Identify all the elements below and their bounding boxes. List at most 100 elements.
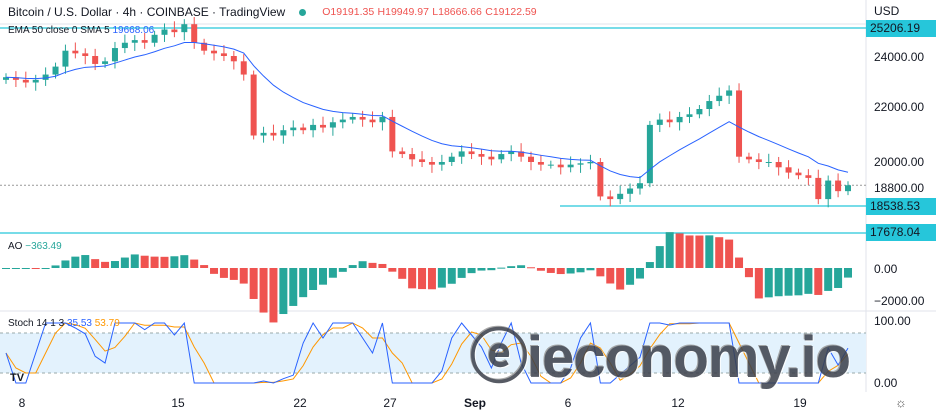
candle-body — [310, 124, 317, 131]
ao-bar — [21, 268, 30, 269]
ao-bar — [556, 268, 565, 275]
ao-bar — [715, 237, 724, 268]
candle-body — [528, 156, 535, 162]
ao-bar — [527, 267, 536, 269]
candle-body — [458, 151, 465, 157]
candle-body — [319, 124, 326, 128]
ohlc-close: C19122.59 — [485, 6, 537, 18]
candle-body — [607, 196, 614, 200]
ohlc-low: L18666.66 — [432, 6, 482, 18]
candle-body — [557, 164, 564, 168]
ao-bar — [735, 257, 744, 268]
ao-bar — [645, 262, 654, 268]
ao-bar — [844, 268, 852, 278]
ao-bar — [546, 268, 555, 273]
ao-bar — [120, 257, 129, 268]
ohlc-open: O19191.35 — [322, 6, 375, 18]
ao-bar — [695, 235, 704, 268]
candle-body — [478, 154, 485, 157]
candle-body — [518, 151, 525, 157]
ao-bar — [774, 268, 783, 297]
ao-bar — [576, 268, 585, 273]
currency-selector[interactable]: USD — [874, 4, 900, 18]
stoch-legend[interactable]: Stoch 14 1 3 35.53 53.79 — [8, 318, 120, 329]
ao-bar — [229, 268, 238, 280]
candle-body — [775, 162, 782, 168]
candle-body — [597, 162, 604, 197]
ema-line — [5, 41, 849, 179]
candle-body — [42, 74, 49, 80]
x-tick: 19 — [793, 396, 807, 410]
stoch-name: Stoch 14 1 3 — [8, 318, 65, 329]
ao-value: −363.49 — [25, 241, 62, 252]
candle-body — [82, 53, 89, 56]
candle-body — [201, 42, 208, 51]
candle-body — [280, 130, 287, 136]
candle-body — [220, 53, 227, 56]
candle-body — [141, 40, 148, 43]
settings-gear-icon[interactable]: ☼ — [895, 395, 907, 410]
candle-body — [181, 24, 188, 33]
ao-bar — [606, 268, 615, 284]
ema-value: 19668.06 — [112, 25, 155, 36]
ao-bar — [794, 268, 803, 296]
candle-body — [547, 164, 554, 166]
candle-body — [438, 162, 445, 165]
price-tag-high: 25206.19 — [866, 20, 936, 37]
candle-body — [290, 127, 297, 131]
ao-bar — [378, 263, 387, 268]
candle-body — [508, 151, 515, 155]
candle-body — [785, 167, 792, 173]
candle-body — [636, 183, 643, 189]
candle-body — [736, 90, 743, 157]
chart-header: Bitcoin / U.S. Dollar · 4h · COINBASE · … — [0, 0, 866, 24]
candle-body — [72, 50, 79, 54]
candle-body — [191, 24, 198, 43]
ema-legend[interactable]: EMA 50 close 0 SMA 5 19668.06 — [8, 25, 154, 36]
candle-body — [12, 77, 19, 80]
candle-body — [3, 77, 9, 80]
candle-body — [795, 172, 802, 176]
candle-body — [349, 116, 356, 120]
ao-bar — [834, 268, 843, 288]
ao-bar — [91, 259, 100, 268]
candle-body — [498, 154, 505, 160]
candle-body — [825, 180, 832, 200]
ao-bar — [685, 235, 694, 268]
candle-body — [567, 164, 574, 168]
ao-bar — [824, 268, 833, 291]
stoch-tick: 100.00 — [874, 314, 911, 328]
tradingview-logo-icon[interactable]: TV — [10, 372, 25, 384]
price-tag-low: 17678.04 — [866, 224, 936, 241]
candle-body — [161, 29, 168, 35]
candle-body — [339, 119, 346, 123]
candle-body — [409, 154, 416, 160]
stoch-k-value: 35.53 — [66, 318, 92, 329]
candle-body — [32, 79, 39, 83]
ao-bar — [328, 268, 337, 278]
x-tick: 22 — [293, 396, 307, 410]
stoch-band — [0, 333, 866, 373]
ao-bar — [180, 255, 189, 268]
candle-body — [696, 109, 703, 115]
ao-bar — [566, 268, 575, 274]
candle-body — [389, 116, 396, 152]
symbol-title[interactable]: Bitcoin / U.S. Dollar · 4h · COINBASE · … — [8, 5, 286, 19]
x-tick: 27 — [383, 396, 397, 410]
candle-body — [111, 48, 118, 62]
ao-bar — [200, 265, 209, 268]
ao-bar — [289, 268, 298, 306]
ao-bar — [536, 268, 545, 271]
candle-body — [379, 116, 386, 123]
ao-legend[interactable]: AO −363.49 — [8, 241, 62, 252]
candle-body — [488, 156, 495, 160]
ao-bar — [725, 239, 734, 268]
ao-bar — [338, 268, 347, 272]
candle-body — [468, 151, 475, 155]
watermark-text: ieconomy.io — [527, 325, 851, 390]
candle-body — [805, 175, 812, 178]
ao-bar — [101, 261, 110, 268]
candle-body — [250, 74, 257, 136]
ao-bar — [71, 256, 80, 268]
